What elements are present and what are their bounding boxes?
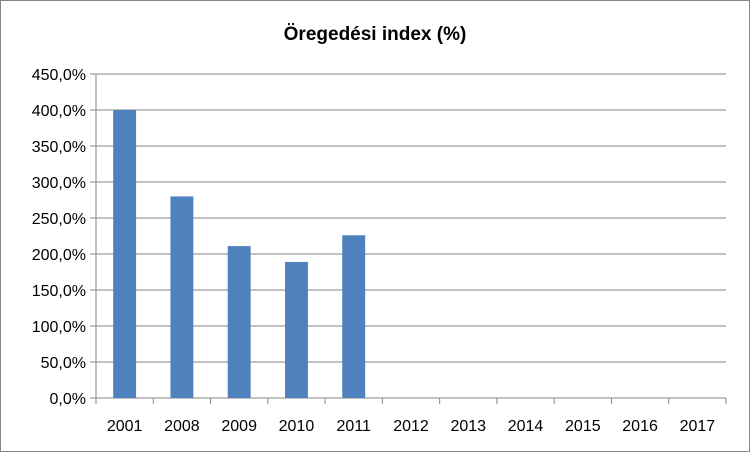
y-tick-label: 400,0% [32, 103, 86, 120]
bars [113, 110, 366, 398]
bar-2011 [342, 235, 366, 398]
y-tick-label: 350,0% [32, 139, 86, 156]
x-tick-label: 2016 [622, 418, 658, 435]
chart-title: Öregedési index (%) [284, 24, 467, 45]
x-tick-label: 2013 [450, 418, 486, 435]
bar-2010 [285, 261, 308, 398]
x-tick-label: 2017 [680, 418, 716, 435]
y-tick-label: 150,0% [32, 283, 86, 300]
x-tick-label: 2014 [508, 418, 544, 435]
y-axis-ticks: 0,0% 50,0% 100,0% 150,0% 200,0% 250,0% 300,0% 3… [32, 67, 86, 408]
y-tick-label: 50,0% [41, 355, 86, 372]
x-tick-label: 2015 [565, 418, 601, 435]
y-tick-label: 250,0% [32, 211, 86, 228]
y-tick-label: 450,0% [32, 67, 86, 84]
y-tick-label: 0,0% [50, 391, 86, 408]
x-tick-label: 2008 [164, 418, 200, 435]
x-tick-label: 2001 [107, 418, 143, 435]
x-axis-ticks: 2001 2008 2009 2010 2011 2012 2013 2014 2015 2016… [107, 418, 715, 435]
gridlines [90, 73, 727, 404]
x-tick-label: 2009 [221, 418, 257, 435]
y-tick-label: 200,0% [32, 247, 86, 264]
x-tick-label: 2011 [337, 418, 372, 435]
x-tick-label: 2012 [393, 418, 429, 435]
bar-2009 [227, 246, 251, 398]
bar-2008 [170, 196, 194, 398]
x-tick-label: 2010 [279, 418, 315, 435]
y-tick-label: 300,0% [32, 175, 86, 192]
bar-2001 [113, 110, 137, 398]
y-tick-label: 100,0% [32, 319, 86, 336]
